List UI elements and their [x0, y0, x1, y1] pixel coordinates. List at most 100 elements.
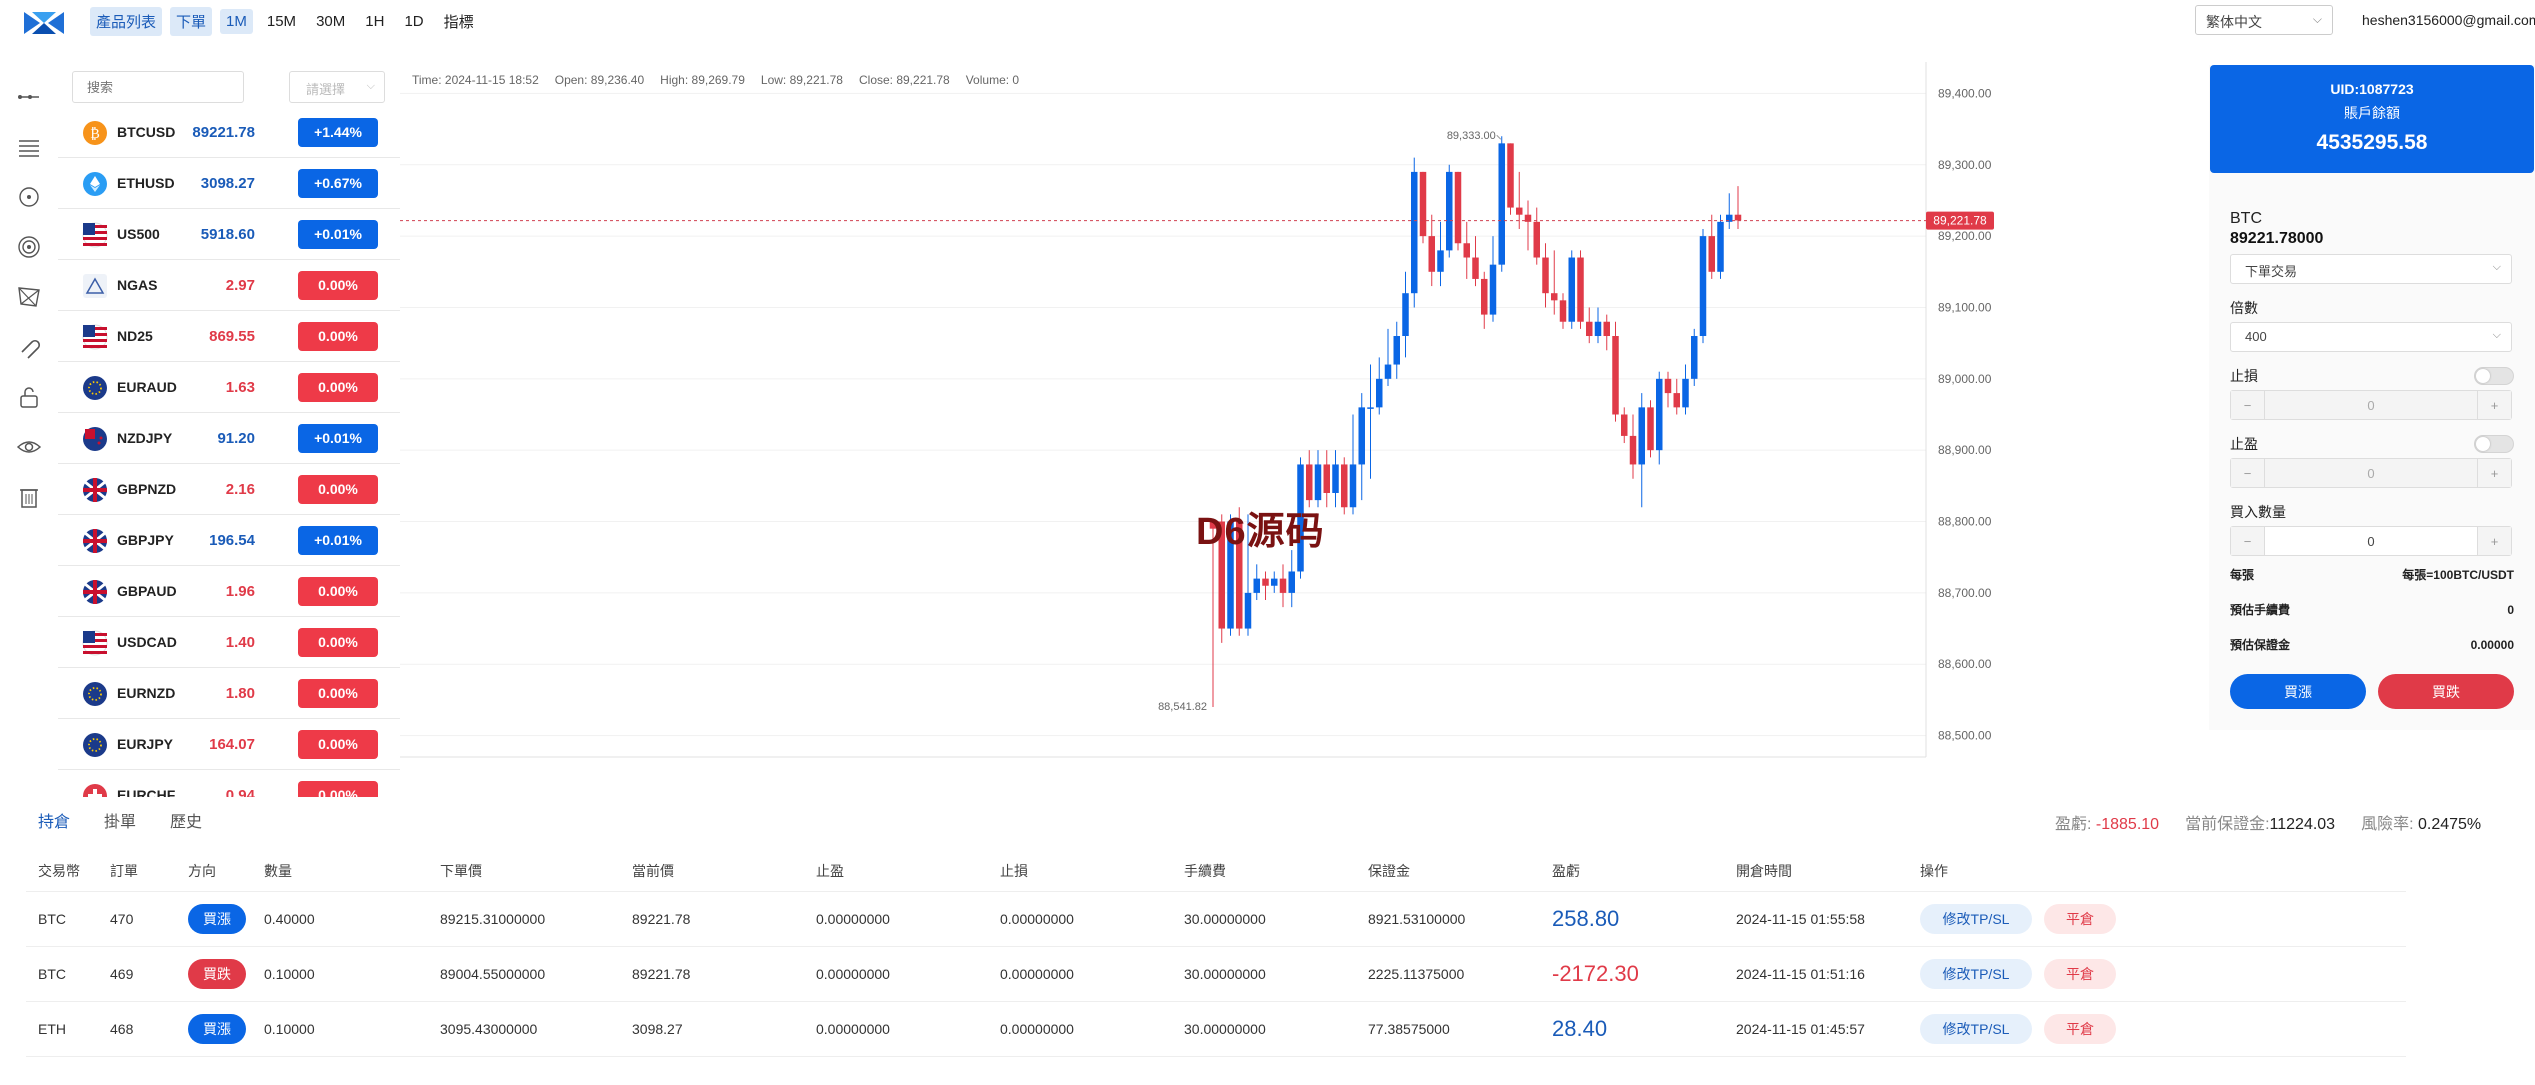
take-profit-toggle[interactable] — [2474, 435, 2514, 453]
candle-up — [1271, 578, 1278, 586]
nav-tf-3[interactable]: 15M — [266, 13, 297, 30]
nav-tf-4[interactable]: 30M — [316, 13, 346, 30]
symbol-name: EURAUD — [117, 379, 177, 395]
plus-button[interactable]: + — [2477, 527, 2511, 555]
symbol-name: ND25 — [117, 328, 153, 344]
trendline-icon[interactable] — [14, 72, 44, 122]
symbol-row-eurnzd[interactable]: EURNZD 1.80 0.00% — [58, 668, 400, 719]
symbol-row-gbpjpy[interactable]: GBPJPY 196.54 +0.01% — [58, 515, 400, 566]
cell-margin: 77.38575000 — [1368, 1021, 1450, 1037]
modify-tp-sl-button[interactable]: 修改TP/SL — [1920, 904, 2032, 934]
nav-tf-7[interactable]: 指標 — [443, 14, 474, 31]
btc-flag-icon: ₿ — [82, 120, 108, 146]
crosshair-icon[interactable] — [14, 172, 44, 222]
positions-tabs: 持倉 掛單 歷史 — [38, 808, 202, 832]
timeframe-nav: 產品列表 下單 1M 15M 30M 1H 1D 指標 — [90, 7, 480, 36]
plus-button[interactable]: + — [2477, 459, 2511, 487]
user-email[interactable]: heshen3156000@gmail.com — [2362, 12, 2535, 28]
cell-sl: 0.00000000 — [1000, 1021, 1074, 1037]
nav-tf-2[interactable]: 1M — [220, 9, 253, 34]
symbol-row-eurjpy[interactable]: EURJPY 164.07 0.00% — [58, 719, 400, 770]
symbol-price: 1.80 — [225, 684, 255, 702]
stop-loss-stepper[interactable]: − 0 + — [2230, 390, 2512, 420]
lock-icon[interactable] — [14, 372, 44, 422]
tab-positions[interactable]: 持倉 — [38, 814, 71, 831]
target-icon[interactable] — [14, 222, 44, 272]
symbol-row-btcusd[interactable]: ₿ BTCUSD 89221.78 +1.44% — [58, 107, 400, 158]
quantity-value[interactable]: 0 — [2367, 533, 2375, 549]
symbol-row-usdcad[interactable]: USDCAD 1.40 0.00% — [58, 617, 400, 668]
network-icon[interactable] — [14, 272, 44, 322]
take-profit-value[interactable]: 0 — [2367, 465, 2375, 481]
last-price-tag — [1926, 211, 1994, 230]
close-position-button[interactable]: 平倉 — [2044, 1014, 2116, 1044]
nav-tf-6[interactable]: 1D — [404, 13, 424, 30]
candle-down — [1533, 221, 1540, 258]
table-row: BTC 470 買漲 0.40000 89215.31000000 89221.78 0.0… — [26, 892, 2406, 947]
magnet-icon[interactable] — [14, 322, 44, 372]
symbol-row-eurchf[interactable]: EURCHF 0.94 0.00% — [58, 770, 400, 797]
y-tick-label: 89,300.00 — [1938, 158, 1992, 172]
eu-flag-icon — [82, 732, 108, 758]
symbol-price: 164.07 — [209, 735, 255, 753]
language-select[interactable]: 繁体中文 ⌵ — [2195, 5, 2333, 35]
tab-history[interactable]: 歷史 — [170, 814, 203, 831]
symbol-row-nd25[interactable]: ND25 869.55 0.00% — [58, 311, 400, 362]
tab-pending[interactable]: 掛單 — [104, 814, 137, 831]
quantity-stepper[interactable]: − 0 + — [2230, 526, 2512, 556]
account-balance: 4535295.58 — [2316, 131, 2428, 154]
modify-tp-sl-button[interactable]: 修改TP/SL — [1920, 1014, 2032, 1044]
plus-button[interactable]: + — [2477, 391, 2511, 419]
cell-tp: 0.00000000 — [816, 966, 890, 982]
candle-down — [1629, 435, 1637, 465]
trash-icon[interactable] — [14, 472, 44, 522]
order-type-select[interactable]: 下單交易 ⌵ — [2230, 254, 2512, 284]
column-header: 訂單 — [110, 862, 138, 879]
order-info-label: 預估手續費 — [2230, 603, 2291, 617]
symbol-row-nzdjpy[interactable]: NZDJPY 91.20 +0.01% — [58, 413, 400, 464]
minus-button[interactable]: − — [2231, 391, 2265, 419]
close-position-button[interactable]: 平倉 — [2044, 959, 2116, 989]
order-info: 每張 每張=100BTC/USDT 預估手續費 0 預估保證金 0.00000 — [2230, 557, 2514, 662]
take-profit-stepper[interactable]: − 0 + — [2230, 458, 2512, 488]
symbol-change-badge: 0.00% — [298, 270, 378, 300]
margin-summary-value: 11224.03 — [2269, 816, 2336, 833]
symbol-row-us500[interactable]: US500 5918.60 +0.01% — [58, 209, 400, 260]
symbol-row-gbpaud[interactable]: GBPAUD 1.96 0.00% — [58, 566, 400, 617]
close-position-button[interactable]: 平倉 — [2044, 904, 2116, 934]
symbol-row-ethusd[interactable]: ETHUSD 3098.27 +0.67% — [58, 158, 400, 209]
minus-button[interactable]: − — [2231, 459, 2265, 487]
cell-fee: 30.00000000 — [1184, 911, 1266, 927]
y-tick-label: 88,500.00 — [1938, 729, 1992, 743]
buy-button[interactable]: 買漲 — [2230, 674, 2366, 709]
minus-button[interactable]: − — [2231, 527, 2265, 555]
candlestick-chart[interactable]: 89,400.00 89,300.00 89,200.00 89,100.00 89,0… — [400, 62, 2180, 762]
nav-order[interactable]: 下單 — [170, 7, 213, 36]
cell-current: 3098.27 — [632, 1021, 683, 1037]
horizontal-lines-icon[interactable] — [14, 122, 44, 172]
language-value: 繁体中文 — [2206, 14, 2262, 30]
stop-loss-value[interactable]: 0 — [2367, 397, 2375, 413]
nav-products[interactable]: 產品列表 — [90, 7, 163, 36]
category-select[interactable]: 請選擇 ⌵ — [289, 71, 385, 103]
ch-flag-icon — [82, 783, 108, 797]
symbol-change-badge: +0.01% — [298, 423, 378, 453]
modify-tp-sl-button[interactable]: 修改TP/SL — [1920, 959, 2032, 989]
stop-loss-toggle[interactable] — [2474, 367, 2514, 385]
symbol-row-euraud[interactable]: EURAUD 1.63 0.00% — [58, 362, 400, 413]
y-tick-label: 89,100.00 — [1938, 300, 1992, 314]
y-tick-label: 89,200.00 — [1938, 229, 1992, 243]
candle-up — [1244, 592, 1252, 629]
search-input[interactable] — [72, 71, 244, 103]
y-tick-label: 88,700.00 — [1938, 586, 1992, 600]
y-tick-label: 88,600.00 — [1938, 657, 1992, 671]
symbol-row-gbpnzd[interactable]: GBPNZD 2.16 0.00% — [58, 464, 400, 515]
eye-icon[interactable] — [14, 422, 44, 472]
cell-qty: 0.10000 — [264, 966, 315, 982]
leverage-select[interactable]: 400 ⌵ — [2230, 322, 2512, 352]
eu-flag-icon — [82, 375, 108, 401]
symbol-row-ngas[interactable]: NGAS 2.97 0.00% — [58, 260, 400, 311]
nav-tf-5[interactable]: 1H — [365, 13, 385, 30]
sell-button[interactable]: 買跌 — [2378, 674, 2514, 709]
order-info-value: 0.00000 — [2470, 637, 2514, 652]
